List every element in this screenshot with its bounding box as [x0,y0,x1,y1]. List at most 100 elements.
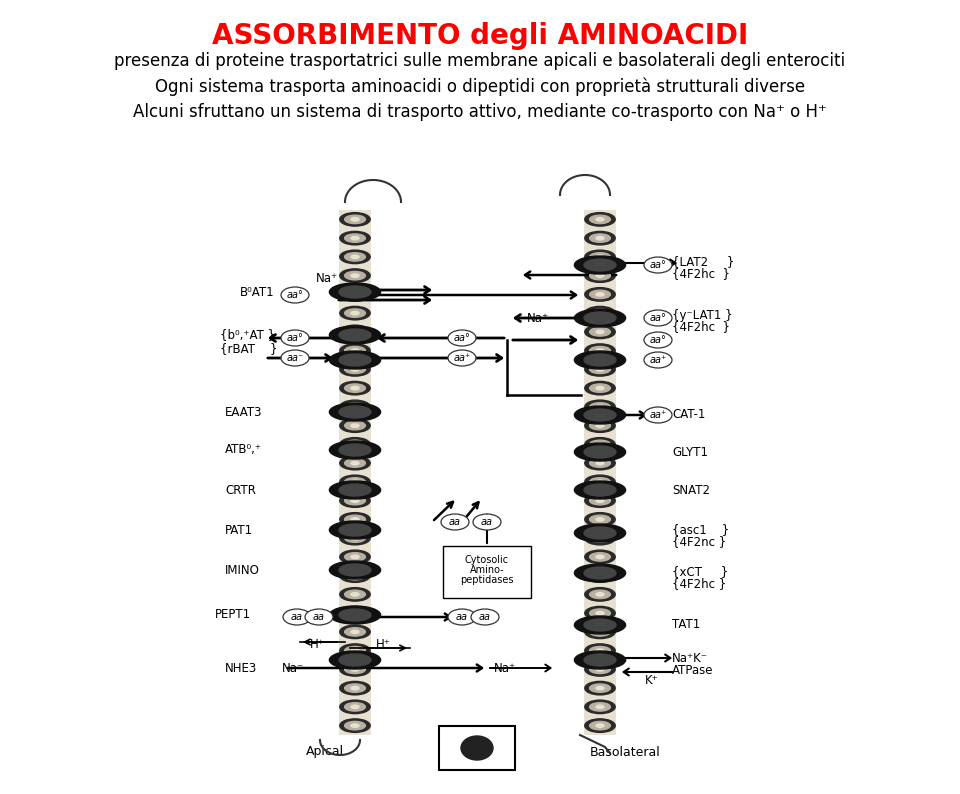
Ellipse shape [441,514,469,530]
Ellipse shape [281,350,309,366]
Ellipse shape [596,443,604,446]
Ellipse shape [596,405,604,409]
Ellipse shape [351,368,359,371]
Ellipse shape [596,218,604,221]
Ellipse shape [340,419,371,433]
Ellipse shape [589,627,611,636]
Text: presenza di proteine trasportatrici sulle membrane apicali e basolaterali degli : presenza di proteine trasportatrici sull… [114,52,846,70]
Text: aa°: aa° [287,290,303,300]
Ellipse shape [589,215,611,224]
Ellipse shape [345,422,366,430]
Ellipse shape [589,346,611,355]
Text: Alcuni sfruttano un sistema di trasporto attivo, mediante co-trasporto con Na⁺ o: Alcuni sfruttano un sistema di trasporto… [133,103,827,121]
Ellipse shape [584,619,616,631]
Ellipse shape [345,272,366,279]
Text: ATPase: ATPase [672,664,713,676]
Ellipse shape [596,368,604,371]
Ellipse shape [345,440,366,449]
Ellipse shape [340,475,371,488]
Ellipse shape [596,611,604,615]
Ellipse shape [589,684,611,692]
Ellipse shape [585,625,615,638]
Ellipse shape [589,384,611,392]
Text: CRTR: CRTR [225,484,256,496]
Ellipse shape [596,555,604,558]
Ellipse shape [585,287,615,301]
Ellipse shape [340,588,371,601]
Ellipse shape [345,703,366,711]
Ellipse shape [340,306,371,320]
Ellipse shape [339,609,371,621]
Text: aa: aa [291,612,303,622]
Text: {4F2nc }: {4F2nc } [672,535,727,549]
Ellipse shape [340,269,371,283]
Text: {4F2hc  }: {4F2hc } [672,321,730,333]
Ellipse shape [340,569,371,582]
Text: GLYT1: GLYT1 [672,445,708,458]
Ellipse shape [345,290,366,299]
Ellipse shape [345,684,366,692]
Ellipse shape [589,478,611,486]
Ellipse shape [589,403,611,411]
Text: aa°: aa° [287,333,303,343]
Ellipse shape [345,572,366,580]
Text: {4F2hc  }: {4F2hc } [672,268,730,280]
Text: {xCT     }: {xCT } [672,565,729,579]
Ellipse shape [596,630,604,634]
Ellipse shape [340,287,371,301]
Text: TAT1: TAT1 [672,619,700,631]
Text: aa: aa [481,517,493,527]
Text: Basolateral: Basolateral [589,746,660,758]
Ellipse shape [339,654,371,666]
Ellipse shape [340,231,371,245]
Ellipse shape [574,443,626,461]
Ellipse shape [339,524,371,536]
Ellipse shape [574,564,626,582]
Ellipse shape [589,646,611,655]
Ellipse shape [596,330,604,333]
Ellipse shape [329,651,380,669]
Text: H⁺: H⁺ [375,638,391,652]
Ellipse shape [345,459,366,468]
Text: aa⁺: aa⁺ [649,355,666,365]
Ellipse shape [589,703,611,711]
Text: Apical: Apical [306,746,344,758]
Ellipse shape [340,213,371,226]
Ellipse shape [589,459,611,468]
Ellipse shape [596,537,604,540]
Text: aa°: aa° [650,313,666,323]
Ellipse shape [448,330,476,346]
Ellipse shape [584,567,616,579]
Ellipse shape [340,719,371,732]
Ellipse shape [281,287,309,303]
Ellipse shape [596,592,604,596]
Ellipse shape [329,441,380,459]
Text: aa°: aa° [650,260,666,270]
Ellipse shape [589,290,611,299]
Ellipse shape [351,274,359,277]
Ellipse shape [345,665,366,673]
Ellipse shape [585,700,615,714]
Ellipse shape [340,494,371,507]
Text: {rBAT    }: {rBAT } [220,342,277,356]
Ellipse shape [339,564,371,576]
Text: aa: aa [479,612,491,622]
Ellipse shape [283,609,311,625]
Ellipse shape [329,403,380,421]
Text: PAT1: PAT1 [225,523,253,537]
Ellipse shape [589,440,611,449]
Ellipse shape [448,350,476,366]
Text: Na⁺K⁻: Na⁺K⁻ [672,652,708,665]
Ellipse shape [585,550,615,564]
Ellipse shape [329,481,380,499]
Ellipse shape [596,237,604,240]
Ellipse shape [589,722,611,730]
Ellipse shape [644,332,672,348]
Ellipse shape [584,484,616,496]
Ellipse shape [340,513,371,526]
Text: aa⁺: aa⁺ [649,410,666,420]
Ellipse shape [340,644,371,657]
Ellipse shape [589,272,611,279]
Ellipse shape [589,590,611,599]
Ellipse shape [340,363,371,376]
